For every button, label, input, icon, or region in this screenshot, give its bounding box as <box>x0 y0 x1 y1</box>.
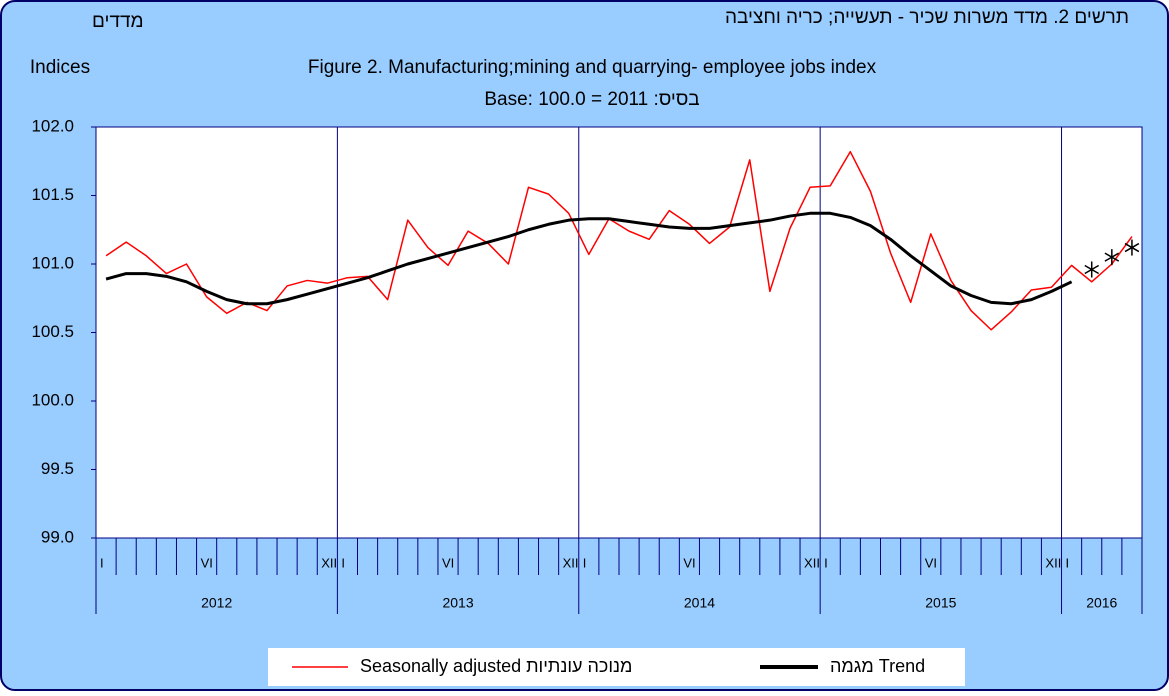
chart-title: Figure 2. Manufacturing;mining and quarr… <box>308 57 877 78</box>
year-label: 2015 <box>925 595 956 611</box>
legend <box>268 648 965 686</box>
x-tick-label: VI <box>683 555 695 570</box>
x-tick-label: I <box>824 555 828 570</box>
x-tick-label: I <box>583 555 587 570</box>
y-tick-label: 100.0 <box>31 390 74 409</box>
x-tick-label: XII <box>1045 555 1061 570</box>
y-tick-label: 101.0 <box>31 253 74 272</box>
trend-estimate <box>1104 249 1120 266</box>
x-tick-label: VI <box>442 555 454 570</box>
year-label: 2012 <box>201 595 232 611</box>
x-tick-label: XII <box>804 555 820 570</box>
x-tick-label: XII <box>563 555 579 570</box>
x-tick-label: I <box>1066 555 1070 570</box>
year-label: 2013 <box>442 595 473 611</box>
y-tick-label: 100.5 <box>31 322 74 341</box>
series-line <box>105 211 1073 306</box>
series-line <box>105 150 1133 331</box>
trend-estimate <box>1084 261 1100 278</box>
trend-estimate <box>1124 239 1140 256</box>
chart-title-he: תרשים 2. מדד משרות שכיר - תעשייה; כריה ו… <box>725 7 1129 28</box>
asterisk-stroke <box>1124 242 1140 253</box>
chart-subtitle: Base: 100.0 = 2011 :בסיס <box>484 89 699 110</box>
y-tick-label: 99.5 <box>41 459 74 478</box>
y-tick-label: 99.0 <box>41 527 74 546</box>
y-axis-label: Indices <box>30 57 90 78</box>
x-tick-label: I <box>100 555 104 570</box>
asterisk-stroke <box>1084 264 1100 275</box>
x-tick-label: VI <box>201 555 213 570</box>
asterisk-stroke <box>1104 252 1120 262</box>
legend-label: Seasonally adjusted מנוכה עונתיות <box>360 656 632 676</box>
plot-area <box>95 126 1143 539</box>
x-tick-label: VI <box>925 555 937 570</box>
legend-label: מגמה Trend <box>830 656 925 676</box>
y-tick-label: 101.5 <box>31 185 74 204</box>
x-tick-label: I <box>341 555 345 570</box>
y-tick-label: 102.0 <box>31 116 74 135</box>
year-label: 2014 <box>684 595 715 611</box>
year-label: 2016 <box>1086 595 1117 611</box>
y-axis-label-he: מדדים <box>92 11 144 32</box>
x-tick-label: XII <box>321 555 337 570</box>
